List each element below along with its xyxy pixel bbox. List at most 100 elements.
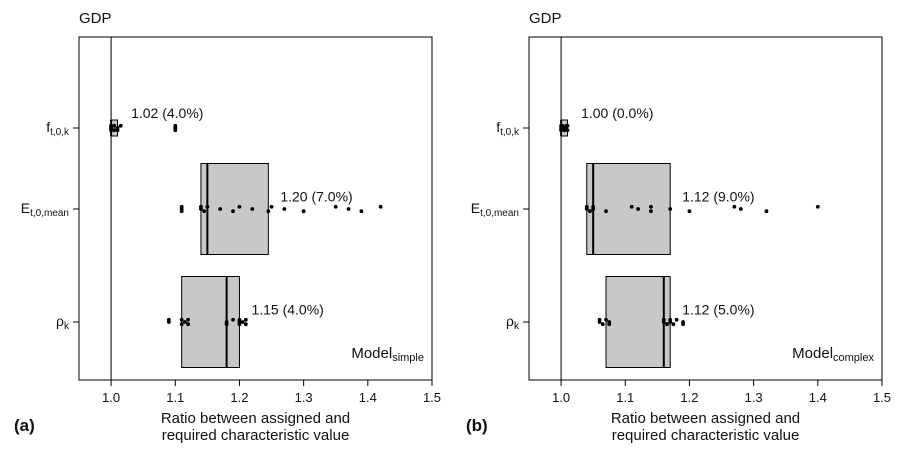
panel-b-data-point — [668, 207, 673, 211]
panel-a-data-point — [243, 322, 248, 327]
panel-b-data-point — [665, 322, 669, 327]
panel-a-data-point — [115, 128, 120, 133]
panel-a-data-point — [224, 322, 229, 327]
panel-b-x-axis-label: required characteristic value — [612, 427, 800, 444]
panel-b-y-tick-label: ρk — [506, 313, 520, 332]
panel-b-data-point — [565, 128, 570, 133]
panel-a-data-point — [266, 209, 271, 214]
panel-b-box — [605, 276, 671, 368]
panel-a-data-point — [179, 322, 184, 327]
panel-a-data-point — [250, 207, 255, 211]
panel-a-data-point — [118, 123, 123, 128]
panel-b-data-point — [636, 207, 641, 211]
panel-a-y-tick-label: ρk — [56, 313, 70, 332]
panel-b-data-point — [629, 204, 634, 209]
panel-a-data-point — [378, 204, 383, 209]
panel-b-x-tick-label: 1.0 — [552, 390, 570, 405]
panel-a-title: GDP — [79, 10, 112, 27]
panel-a-data-point — [183, 320, 187, 324]
panel-b-data-point — [764, 209, 769, 214]
panel-b-annotation: 1.12 (5.0%) — [682, 302, 754, 318]
panel-b-data-point — [559, 128, 563, 133]
panel-a-data-point — [186, 322, 191, 327]
panel-b-data-point — [565, 123, 570, 128]
panel-b-x-tick-label: 1.5 — [873, 390, 891, 405]
panel-a-data-point — [179, 209, 184, 214]
panel-b-data-point — [597, 320, 602, 324]
panel-a-label: (a) — [14, 416, 35, 435]
panel-a-y-tick-label: Et,0,mean — [21, 200, 69, 219]
panel-a-data-point — [186, 317, 191, 322]
panel-b-model-label: Modelcomplex — [792, 345, 874, 364]
panel-b-data-point — [815, 204, 820, 209]
panel-b-data-point — [604, 317, 608, 322]
panel-b-plot-frame — [528, 36, 883, 381]
panel-a-data-point — [202, 209, 207, 214]
panel-a-data-point — [301, 209, 306, 214]
panel-b-data-point — [681, 322, 685, 327]
panel-a-data-point — [243, 317, 248, 322]
panel-b-x-tick-label: 1.4 — [809, 390, 827, 405]
panel-b-data-point — [649, 209, 653, 214]
panel-a-x-tick-label: 1.3 — [295, 390, 313, 405]
panel-a-data-point — [240, 320, 245, 324]
panel-a-data-point — [237, 317, 242, 322]
panel-a-annotation: 1.02 (4.0%) — [131, 105, 203, 121]
panel-a-box — [200, 163, 269, 255]
panel-a-x-tick-label: 1.0 — [102, 390, 120, 405]
panel-b-annotation: 1.12 (9.0%) — [682, 189, 754, 205]
panel-a-data-point — [173, 126, 178, 130]
panel-b-data-point — [732, 204, 737, 209]
panel-a-x-axis-label: Ratio between assigned and — [161, 410, 350, 427]
panel-b-data-point — [649, 204, 653, 209]
panel-a-x-tick-label: 1.1 — [166, 390, 184, 405]
panel-b-box — [586, 163, 671, 255]
panel-a-data-point — [179, 317, 184, 322]
panel-b-label: (b) — [466, 416, 488, 435]
panel-b-data-point — [738, 207, 743, 211]
panel-b-data-point — [588, 209, 592, 214]
panel-a-data-point — [109, 126, 113, 130]
panel-a-data-point — [269, 204, 274, 209]
panel-b-data-point — [668, 320, 673, 324]
panel-b-data-point — [607, 322, 612, 327]
panel-b-x-tick-label: 1.3 — [745, 390, 763, 405]
panel-b-data-point — [584, 207, 589, 211]
panel-a-x-tick-label: 1.4 — [359, 390, 377, 405]
panel-b-x-tick-label: 1.1 — [616, 390, 634, 405]
panel-a-data-point — [333, 204, 338, 209]
panel-a-data-point — [112, 123, 117, 128]
panel-a-y-tick-label: ft,0,k — [46, 119, 70, 138]
panel-b-data-point — [687, 209, 692, 214]
panel-b-title: GDP — [529, 10, 562, 27]
panel-a-x-tick-label: 1.2 — [230, 390, 248, 405]
panel-a-data-point — [231, 317, 235, 322]
panel-a-data-point — [112, 128, 117, 133]
panel-a-data-point — [199, 207, 203, 211]
panel-a-annotation: 1.15 (4.0%) — [251, 302, 323, 318]
panel-a-data-point — [166, 320, 171, 324]
panel-a-data-point — [346, 207, 351, 211]
panel-a-x-axis-label: required characteristic value — [162, 427, 350, 444]
panel-a-annotation: 1.20 (7.0%) — [280, 189, 352, 205]
panel-a-data-point — [282, 207, 287, 211]
panel-a-data-point — [218, 207, 223, 211]
panel-b-data-point — [591, 207, 596, 211]
panel-b-x-tick-label: 1.2 — [680, 390, 698, 405]
panel-b-annotation: 1.00 (0.0%) — [581, 105, 653, 121]
panel-a-data-point — [359, 209, 364, 214]
panel-a-data-point — [205, 204, 210, 209]
panel-a-data-point — [237, 204, 242, 209]
panel-b-x-axis-label: Ratio between assigned and — [611, 410, 800, 427]
panel-a-model-label: Modelsimple — [351, 345, 424, 364]
panel-a-data-point — [237, 322, 242, 327]
panel-a-data-point — [231, 209, 235, 214]
panel-a-box — [181, 276, 240, 368]
panel-b-y-tick-label: ft,0,k — [496, 119, 520, 138]
panel-a-x-tick-label: 1.5 — [423, 390, 441, 405]
panel-b-data-point — [600, 322, 605, 327]
panel-b-data-point — [661, 320, 666, 324]
panel-b-data-point — [604, 209, 608, 214]
